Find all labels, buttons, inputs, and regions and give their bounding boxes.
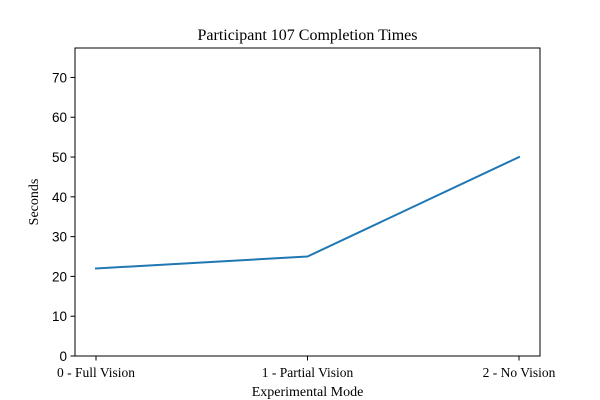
x-tick-label: 2 - No Vision xyxy=(483,365,556,380)
y-tick-label: 30 xyxy=(52,230,67,245)
y-axis-label: Seconds xyxy=(27,179,42,226)
y-tick-label: 40 xyxy=(52,190,67,205)
y-tick-label: 10 xyxy=(52,309,67,324)
y-tick-label: 60 xyxy=(52,110,67,125)
y-tick-label: 50 xyxy=(52,150,67,165)
plot-frame xyxy=(74,47,541,357)
y-tick-label: 20 xyxy=(52,269,67,284)
x-tick-label: 1 - Partial Vision xyxy=(262,365,354,380)
x-tick-label: 0 - Full Vision xyxy=(57,365,135,380)
y-tick-label: 0 xyxy=(59,349,67,364)
plot-area: 0 10 20 30 40 50 60 70 0 - Full Vision 1 - Partia… xyxy=(52,70,556,380)
chart-title: Participant 107 Completion Times xyxy=(197,27,417,44)
y-tick-label: 70 xyxy=(52,70,67,85)
x-axis-label: Experimental Mode xyxy=(252,385,364,400)
